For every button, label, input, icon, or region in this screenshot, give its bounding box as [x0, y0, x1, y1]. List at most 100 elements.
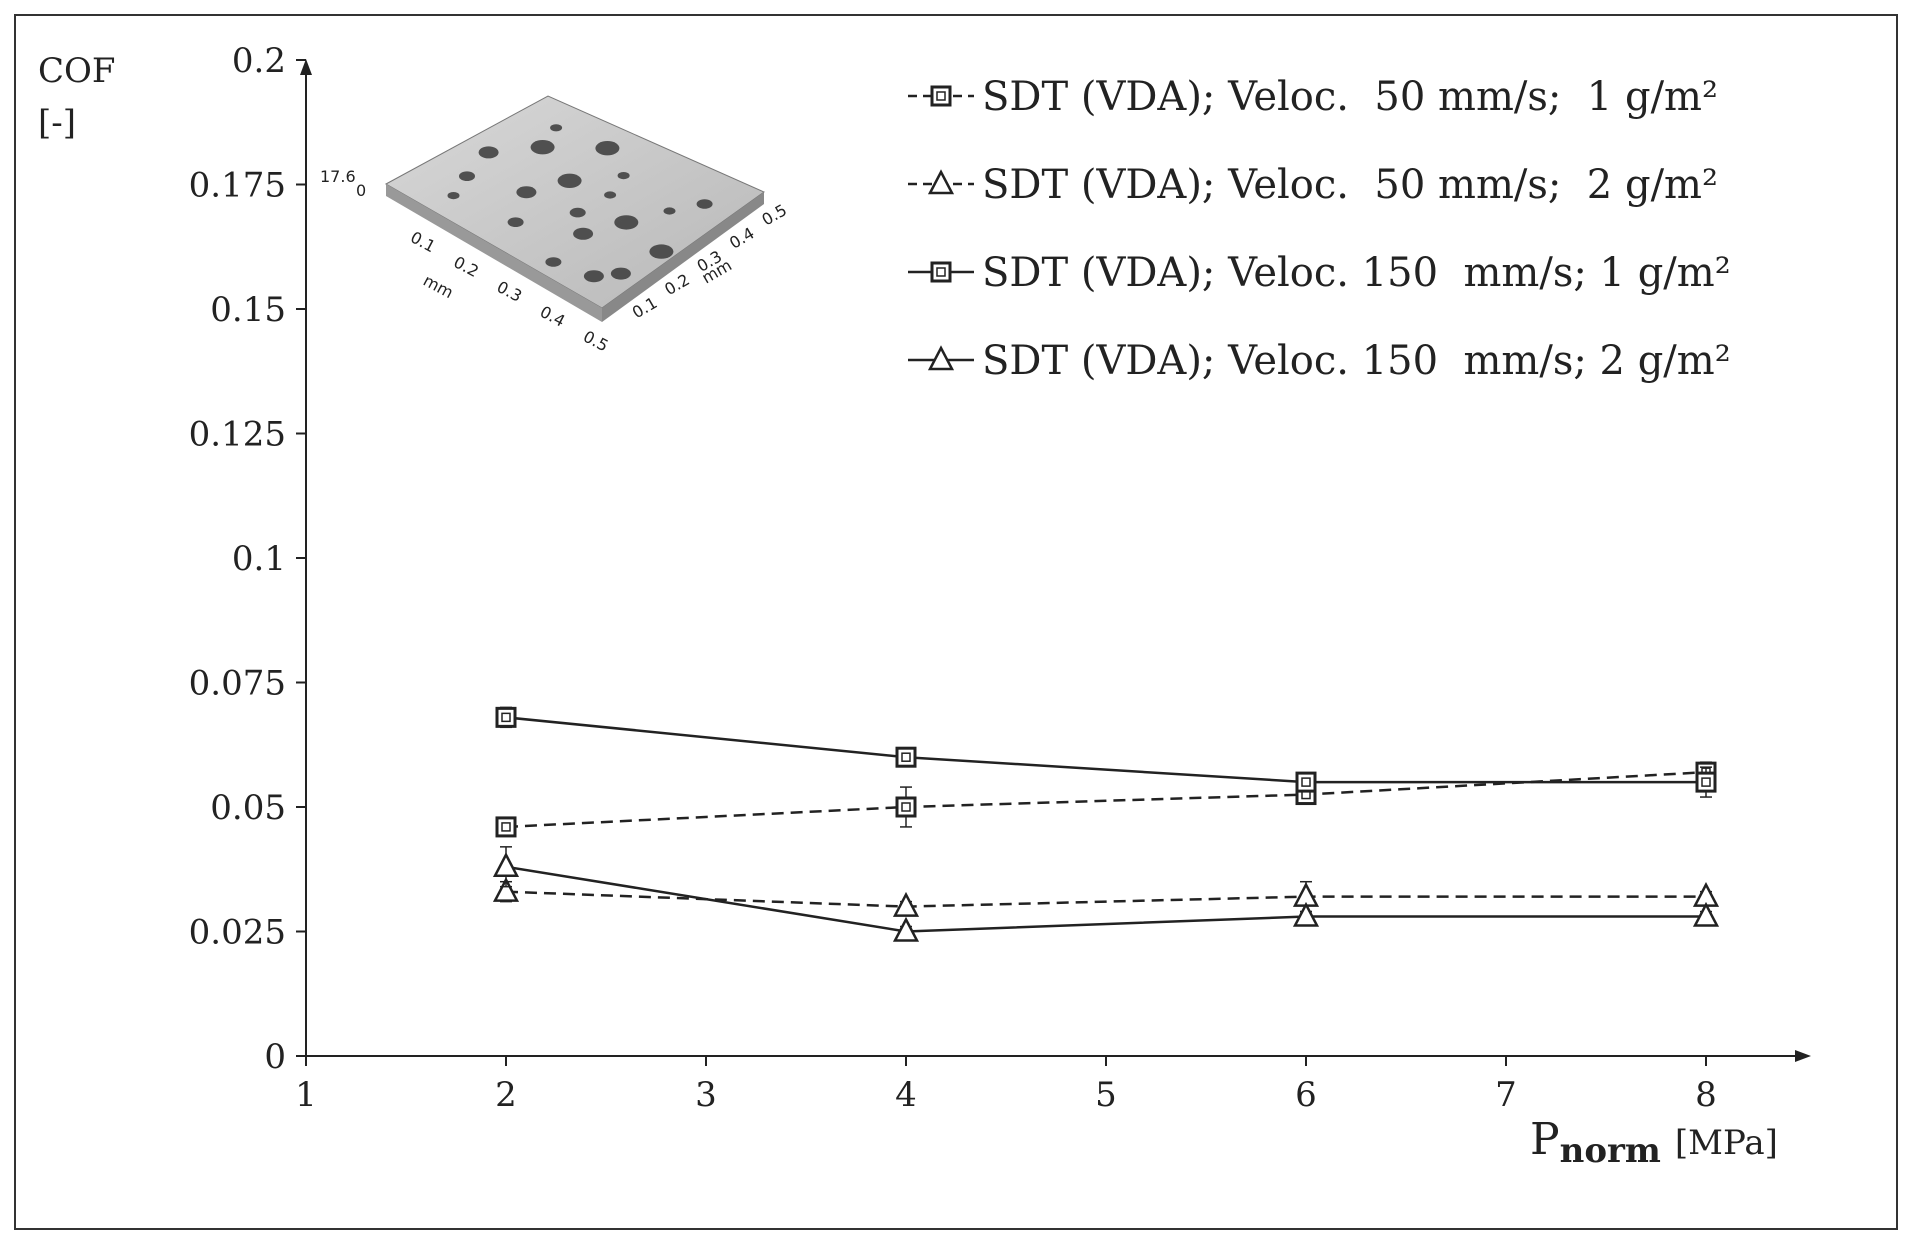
data-point-inner — [1301, 777, 1311, 787]
x-tick-label: 7 — [1495, 1075, 1517, 1115]
surface-inset: 17.600.10.20.30.40.50.10.20.30.40.5mm mm — [320, 95, 791, 356]
inset-unit-left: mm — [420, 271, 456, 302]
x-tick-label: 5 — [1095, 1075, 1117, 1115]
cof-chart: 1 2 3 4 5 6 7 8 0 0.025 0.05 0.075 0.1 0.125 0.15 0.175… — [38, 41, 1811, 1171]
inset-pit — [550, 124, 563, 132]
data-point — [895, 746, 917, 768]
series-3 — [495, 706, 1717, 798]
inset-pit — [617, 172, 630, 180]
legend-label: SDT (VDA); Veloc. 150 mm/s; 1 g/m² — [982, 250, 1731, 296]
legend-label: SDT (VDA); Veloc. 50 mm/s; 1 g/m² — [982, 74, 1718, 120]
x-tick-label: 2 — [495, 1075, 517, 1115]
legend-marker-inner — [936, 91, 946, 101]
inset-pit — [447, 192, 460, 200]
inset-pit — [649, 244, 674, 259]
inset-z-zero: 0 — [356, 181, 366, 200]
inset-pit — [595, 141, 620, 156]
legend-item-3: SDT (VDA); Veloc. 150 mm/s; 1 g/m² — [908, 250, 1731, 296]
inset-pit — [610, 267, 631, 280]
inset-tick-right: 0.5 — [759, 200, 791, 229]
inset-tick-left: 0.5 — [580, 327, 611, 356]
data-point — [492, 852, 520, 878]
y-tick-label: 0.175 — [189, 166, 286, 206]
data-point-inner — [901, 802, 911, 812]
y-axis-arrow — [300, 59, 312, 75]
series-1 — [495, 761, 1717, 838]
legend-marker-inner — [936, 267, 946, 277]
legend-marker — [930, 261, 952, 283]
inset-pit — [478, 146, 499, 159]
x-axis-title-sub: norm — [1560, 1131, 1661, 1171]
legend-marker — [927, 345, 955, 371]
x-tick-label: 8 — [1695, 1075, 1717, 1115]
data-point — [492, 876, 520, 902]
inset-side-left — [386, 184, 602, 322]
series-layer — [492, 706, 1720, 942]
inset-tick-left: 0.1 — [407, 228, 438, 257]
y-tick-label: 0.1 — [232, 539, 286, 579]
x-tick-label: 3 — [695, 1075, 717, 1115]
y-tick-label: 0.15 — [210, 290, 286, 330]
data-point — [1695, 771, 1717, 793]
y-tick-label: 0.05 — [210, 788, 286, 828]
x-tick-label: 6 — [1295, 1075, 1317, 1115]
inset-pit — [569, 207, 586, 218]
axis-titles: COF [-] Pnorm [MPa] — [38, 51, 1778, 1171]
data-point-inner — [1701, 777, 1711, 787]
data-point — [1692, 901, 1720, 927]
inset-pit — [557, 173, 582, 188]
data-point — [495, 706, 517, 728]
legend-item-4: SDT (VDA); Veloc. 150 mm/s; 2 g/m² — [908, 338, 1731, 384]
inset-pit — [696, 199, 713, 209]
inset-pit — [583, 270, 604, 283]
legend-marker — [927, 169, 955, 195]
data-point-inner — [501, 712, 511, 723]
data-point — [1295, 771, 1317, 793]
data-point-inner — [501, 822, 511, 832]
data-point — [895, 796, 917, 818]
x-tick-label: 1 — [295, 1075, 317, 1115]
data-point-inner — [901, 752, 911, 762]
series-4-line — [505, 865, 1706, 933]
x-axis-title-main: P — [1530, 1114, 1560, 1165]
y-tick-label: 0.025 — [189, 913, 286, 953]
inset-pit — [516, 186, 537, 199]
legend-marker — [930, 85, 952, 107]
series-1-line — [505, 770, 1707, 829]
legend-item-1: SDT (VDA); Veloc. 50 mm/s; 1 g/m² — [908, 74, 1718, 120]
inset-tick-left: 0.4 — [537, 302, 568, 331]
legend-item-2: SDT (VDA); Veloc. 50 mm/s; 2 g/m² — [908, 162, 1718, 208]
figure-frame: 1 2 3 4 5 6 7 8 0 0.025 0.05 0.075 0.1 0.125 0.15 0.175… — [14, 14, 1898, 1230]
inset-pit — [545, 257, 562, 267]
y-tick-label: 0.125 — [189, 415, 286, 455]
x-axis-title: Pnorm [MPa] — [1530, 1114, 1778, 1171]
inset-z-label: 17.6 — [320, 167, 356, 186]
inset-tick-left: 0.3 — [494, 277, 525, 306]
data-point — [892, 891, 920, 917]
y-tick-label: 0.2 — [232, 41, 286, 81]
series-4 — [492, 846, 1720, 942]
series-3-line — [505, 716, 1706, 784]
legend-label: SDT (VDA); Veloc. 150 mm/s; 2 g/m² — [982, 338, 1731, 384]
series-2 — [492, 876, 1720, 917]
inset-tick-left: 0.2 — [451, 252, 482, 281]
data-point — [1292, 901, 1320, 927]
y-axis-unit: [-] — [38, 103, 76, 143]
x-axis-unit: [MPa] — [1675, 1123, 1778, 1163]
inset-pit — [459, 171, 475, 181]
y-tick-label: 0.075 — [189, 664, 286, 704]
data-point — [495, 816, 517, 838]
inset-pit — [663, 207, 676, 215]
data-point — [892, 916, 920, 942]
inset-pit — [604, 191, 617, 199]
inset-pit — [614, 215, 639, 230]
inset-pit — [573, 227, 594, 240]
y-axis-title: COF — [38, 51, 115, 91]
inset-pit — [530, 140, 555, 155]
legend-label: SDT (VDA); Veloc. 50 mm/s; 2 g/m² — [982, 162, 1718, 208]
y-tick-label: 0 — [264, 1037, 286, 1077]
x-tick-label: 4 — [895, 1075, 917, 1115]
inset-side-right — [602, 192, 764, 322]
axes: 1 2 3 4 5 6 7 8 0 0.025 0.05 0.075 0.1 0.125 0.15 0.175… — [189, 41, 1811, 1115]
series-2-line — [505, 890, 1706, 908]
